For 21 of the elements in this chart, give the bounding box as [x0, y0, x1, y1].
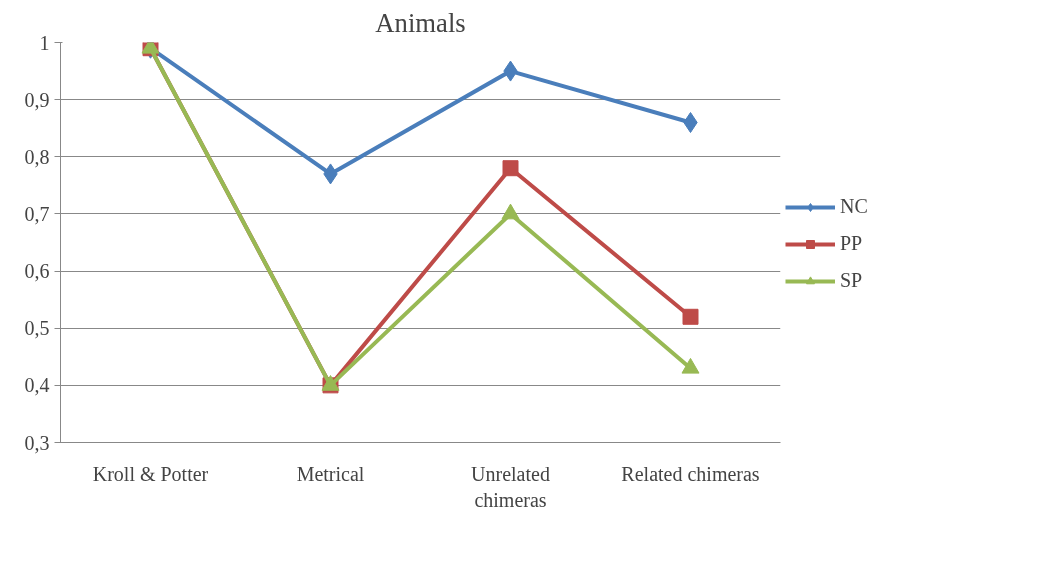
point — [682, 308, 699, 325]
point — [501, 203, 520, 220]
x-tick-label: Related chimeras — [621, 462, 760, 485]
chart-title: Animals — [375, 7, 466, 38]
point — [502, 160, 519, 177]
legend-label: PP — [840, 232, 864, 255]
y-tick-label: 0,4 — [24, 374, 50, 397]
legend-label: NC — [840, 195, 869, 218]
y-tick-label: 0,6 — [24, 260, 50, 283]
x-tick-label: Metrical — [296, 462, 365, 485]
y-tick-label: 0,7 — [24, 202, 50, 225]
point — [683, 112, 698, 133]
x-tick-label: Unrelated chimeras — [471, 462, 550, 511]
x-tick-label: Kroll & Potter — [92, 462, 209, 485]
y-tick-label: 0,5 — [24, 317, 50, 340]
legend-label: SP — [840, 269, 864, 292]
y-tick-label: 0,9 — [24, 88, 50, 111]
point — [681, 357, 700, 374]
y-tick-label: 0,3 — [24, 431, 50, 454]
y-tick-label: 0,8 — [24, 145, 50, 168]
y-tick-label: 1 — [39, 31, 50, 54]
